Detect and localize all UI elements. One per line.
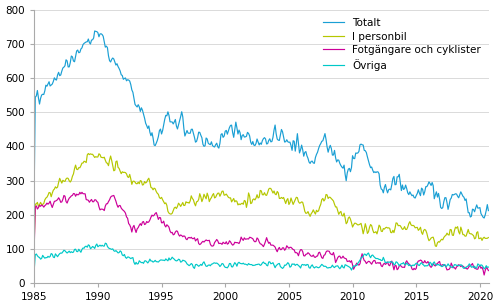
Totalt	[486, 209, 492, 213]
Totalt	[219, 132, 225, 136]
Totalt	[298, 148, 304, 152]
I personbil	[156, 192, 162, 196]
Totalt	[43, 83, 49, 87]
Övriga	[486, 265, 492, 269]
Totalt	[356, 150, 362, 153]
Totalt	[31, 187, 37, 190]
Totalt	[99, 33, 105, 36]
Övriga	[356, 260, 362, 264]
Övriga	[98, 244, 104, 248]
Fotgängare och cyklister	[99, 207, 105, 211]
Övriga	[31, 268, 37, 272]
I personbil	[486, 236, 492, 239]
Övriga	[156, 260, 162, 264]
Totalt	[92, 29, 98, 33]
I personbil	[434, 245, 440, 248]
Totalt	[156, 135, 162, 139]
Fotgängare och cyklister	[486, 269, 492, 272]
Fotgängare och cyklister	[356, 263, 362, 267]
Legend: Totalt, I personbil, Fotgängare och cyklister, Övriga: Totalt, I personbil, Fotgängare och cykl…	[320, 15, 484, 74]
Line: Fotgängare och cyklister: Fotgängare och cyklister	[34, 192, 488, 275]
Fotgängare och cyklister	[298, 248, 304, 252]
Övriga	[102, 241, 108, 245]
Fotgängare och cyklister	[43, 203, 49, 207]
I personbil	[31, 241, 37, 244]
I personbil	[219, 189, 225, 193]
Fotgängare och cyklister	[31, 245, 37, 249]
Fotgängare och cyklister	[481, 273, 487, 277]
I personbil	[99, 156, 105, 159]
Övriga	[219, 262, 225, 265]
Fotgängare och cyklister	[79, 190, 85, 194]
Fotgängare och cyklister	[219, 242, 225, 246]
I personbil	[43, 196, 49, 200]
Övriga	[43, 256, 49, 259]
Line: Övriga: Övriga	[34, 243, 488, 270]
I personbil	[356, 223, 362, 227]
I personbil	[86, 152, 91, 155]
Line: I personbil: I personbil	[34, 153, 488, 246]
Line: Totalt: Totalt	[34, 31, 488, 218]
Fotgängare och cyklister	[156, 217, 162, 221]
I personbil	[298, 201, 304, 205]
Totalt	[481, 216, 487, 220]
Övriga	[298, 266, 304, 270]
